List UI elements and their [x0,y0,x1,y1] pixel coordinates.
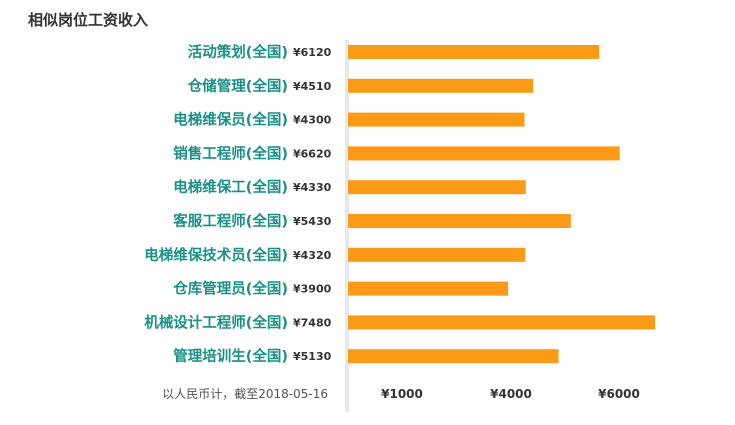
footnote: 以人民币计，截至2018-05-16 [162,387,328,401]
bar [348,281,509,296]
bar [348,349,559,364]
bar [348,146,620,161]
value-label: ¥4320 [293,249,332,262]
value-label: ¥7480 [293,316,332,329]
category-label: 仓储管理(全国) [187,77,288,95]
category-label: 管理培训生(全国) [173,347,288,365]
y-axis-line [345,40,349,412]
chart-title: 相似岗位工资收入 [28,11,149,29]
value-label: ¥3900 [293,283,332,296]
category-label: 机械设计工程师(全国) [144,313,288,331]
bar [348,45,600,59]
category-label: 电梯维保技术员(全国) [144,246,288,264]
category-label: 客服工程师(全国) [172,212,288,230]
bar [348,214,571,228]
value-label: ¥5430 [293,215,332,228]
value-label: ¥4330 [293,181,332,194]
bar [348,315,655,330]
bar [348,78,534,93]
value-label: ¥4300 [293,114,332,127]
category-label: 电梯维保工(全国) [173,178,288,196]
category-label: 电梯维保员(全国) [173,111,288,129]
bar [348,112,525,127]
bar [348,180,526,195]
value-label: ¥6620 [293,147,332,160]
x-tick-label: ¥4000 [490,387,532,401]
x-tick-label: ¥1000 [381,387,423,401]
value-label: ¥4510 [293,80,332,93]
category-label: 仓库管理员(全国) [172,280,288,298]
category-label: 销售工程师(全国) [173,144,288,162]
x-tick-label: ¥6000 [598,387,640,401]
value-label: ¥5130 [293,350,332,363]
value-label: ¥6120 [293,46,332,59]
category-label: 活动策划(全国) [188,43,288,61]
bar [348,247,526,262]
